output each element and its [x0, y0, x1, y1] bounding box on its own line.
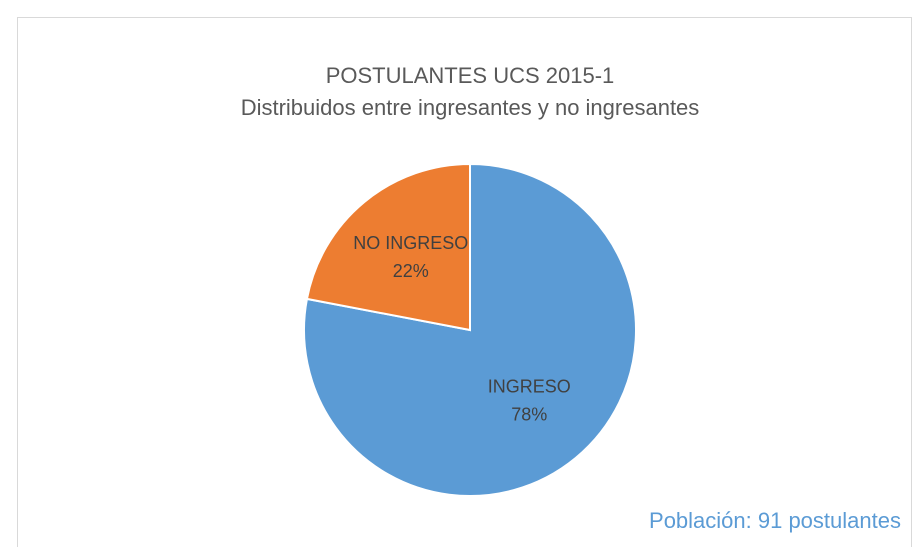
slice-label: NO INGRESO: [353, 233, 468, 253]
pie-slice: [305, 162, 471, 332]
slice-label: INGRESO: [488, 376, 571, 396]
slice-value-label: 78%: [511, 404, 547, 424]
slice-value-label: 22%: [393, 261, 429, 281]
pie-slice: [303, 162, 637, 497]
chart-subtitle: Distribuidos entre ingresantes y no ingr…: [241, 95, 700, 120]
annotation: Población: 91 postulantes: [649, 508, 901, 533]
chart-title: POSTULANTES UCS 2015-1: [326, 63, 615, 88]
